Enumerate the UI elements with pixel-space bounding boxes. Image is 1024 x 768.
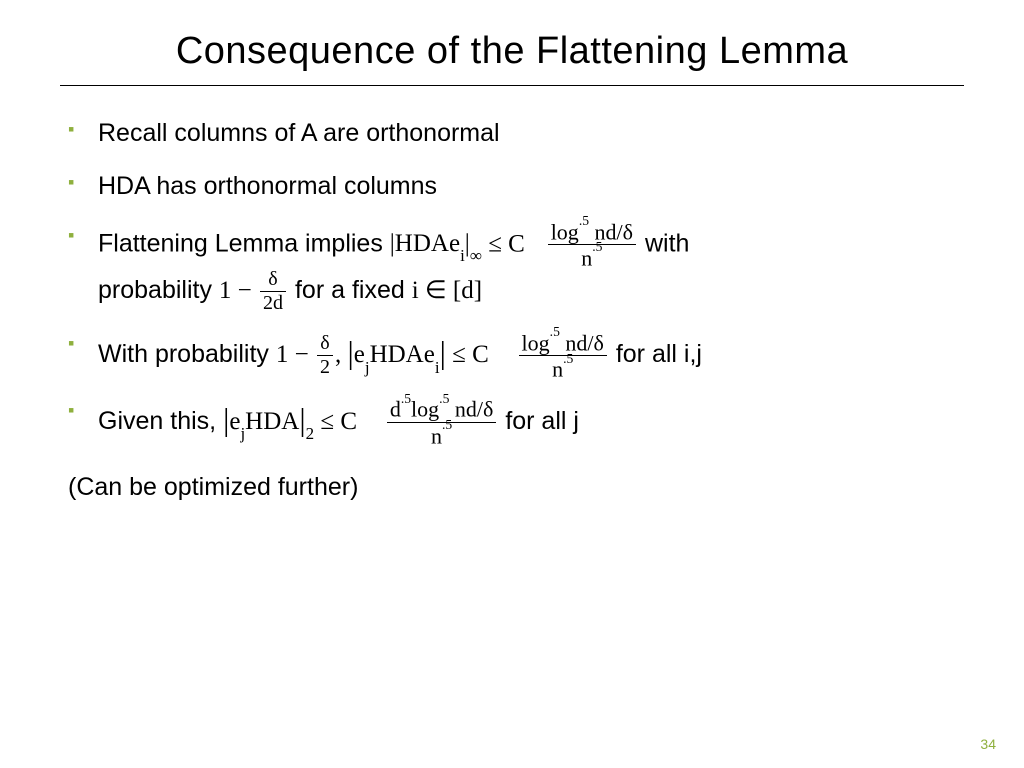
b3-abs: |HDAei|∞ [390, 230, 488, 257]
bullet-2: HDA has orthonormal columns [60, 167, 964, 206]
bullet-1: Recall columns of A are orthonormal [60, 114, 964, 153]
b4-one: 1 − [276, 341, 315, 368]
b3-with: with [645, 229, 689, 257]
b4-frac1-num: δ [317, 333, 333, 356]
b4-frac2-den: n.5 [519, 356, 607, 380]
b5-for: for all j [505, 407, 579, 435]
bullet-2-text: HDA has orthonormal columns [98, 172, 437, 200]
b3-lead: Flattening Lemma implies [98, 229, 390, 257]
b4-abs: |ejHDAei| [347, 341, 452, 368]
b3-i-in-d: i ∈ [d] [412, 277, 482, 304]
b3-sub-inf: ∞ [470, 246, 482, 265]
b4-comma: , [335, 341, 348, 368]
b3-leq: ≤ C [488, 230, 525, 257]
b3-frac2-num: δ [260, 269, 286, 292]
slide: Consequence of the Flattening Lemma Reca… [0, 0, 1024, 502]
bullet-1-text: Recall columns of A are orthonormal [98, 119, 500, 147]
b5-frac-den: n.5 [387, 423, 497, 447]
b3-frac2-den: 2d [260, 292, 286, 314]
b5-frac: d.5log.5 nd/δ n.5 [387, 397, 497, 447]
b4-frac2: log.5 nd/δ n.5 [519, 331, 607, 381]
b3-prob: probability [98, 276, 219, 304]
slide-title: Consequence of the Flattening Lemma [60, 30, 964, 73]
b4-lead: With probability [98, 340, 276, 368]
b5-lead: Given this, [98, 407, 223, 435]
b4-leq: ≤ C [452, 341, 489, 368]
b3-sub-i: i [460, 246, 465, 265]
title-rule [60, 85, 964, 86]
bullet-3: Flattening Lemma implies |HDAei|∞ ≤ C lo… [60, 220, 964, 315]
b4-for: for all i,j [616, 340, 702, 368]
page-number: 34 [980, 736, 996, 752]
b3-lhs: |HDAe [390, 230, 460, 257]
b3-frac: log.5 nd/δ n.5 [548, 220, 636, 270]
bullet-list: Recall columns of A are orthonormal HDA … [60, 114, 964, 447]
b3-frac2: δ 2d [260, 269, 286, 314]
b3-for: for a fixed [295, 276, 412, 304]
b3-frac-den: n.5 [548, 245, 636, 269]
b5-leq: ≤ C [320, 408, 357, 435]
b3-one: 1 − [219, 277, 258, 304]
b4-frac1: δ 2 [317, 333, 333, 378]
b5-abs: |ejHDA|2 [223, 408, 320, 435]
footnote: (Can be optimized further) [60, 473, 964, 502]
bullet-5: Given this, |ejHDA|2 ≤ C d.5log.5 nd/δ n… [60, 395, 964, 447]
b4-frac1-den: 2 [317, 356, 333, 378]
bullet-4: With probability 1 − δ 2 , |ejHDAei| ≤ C… [60, 328, 964, 380]
